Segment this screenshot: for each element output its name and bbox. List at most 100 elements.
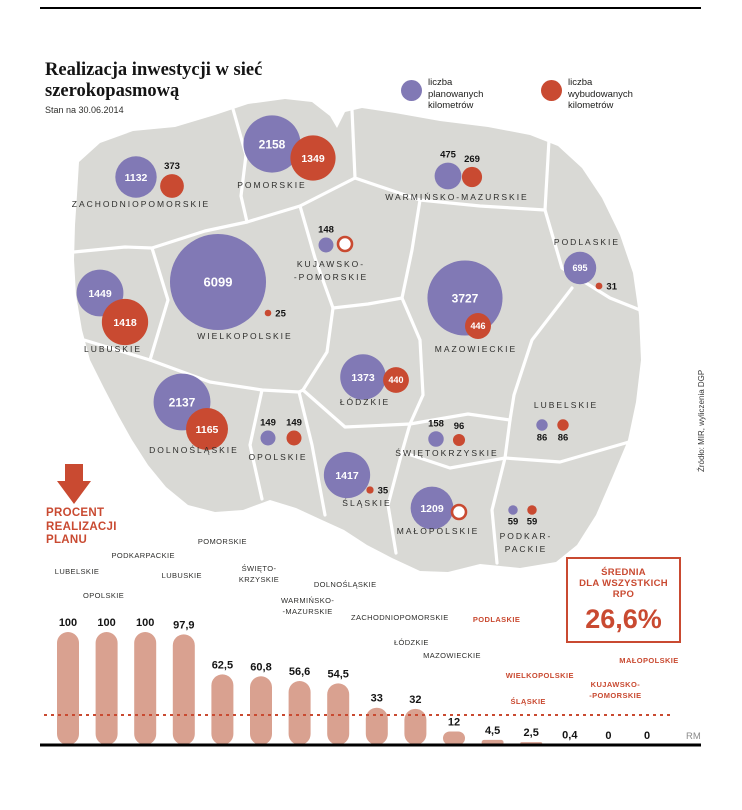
average-box-line: ŚREDNIA bbox=[601, 567, 646, 578]
region-lubelskie: 86 86 LUBELSKIE bbox=[534, 400, 598, 444]
region-border-line bbox=[503, 440, 631, 464]
region-border-line bbox=[353, 176, 547, 212]
podkarpackie-built-bubble-value: 59 bbox=[527, 517, 538, 528]
dolnoslaskie-built-bubble bbox=[186, 408, 228, 450]
slaskie-built-bubble-value: 35 bbox=[378, 486, 389, 497]
average-box-line: RPO bbox=[612, 589, 635, 600]
lodzkie-planned-bubble bbox=[340, 354, 386, 400]
bar-category-label: ŚWIĘTO- bbox=[242, 564, 277, 573]
lodzkie-built-bubble-value: 440 bbox=[388, 375, 403, 385]
region-border-line bbox=[543, 138, 551, 212]
map-region-label: -POMORSKIE bbox=[294, 272, 368, 282]
down-arrow-icon bbox=[57, 464, 91, 504]
bar-LUBELSKIE bbox=[57, 632, 79, 745]
region-dolnoslaskie: 2137 1165 DOLNOŚLĄSKIE bbox=[149, 373, 237, 455]
opolskie-planned-bubble-value: 149 bbox=[260, 417, 276, 428]
pomorskie-planned-bubble bbox=[243, 115, 301, 173]
bar-category-label: LUBUSKIE bbox=[162, 571, 202, 580]
map-region-label: POMORSKIE bbox=[237, 180, 306, 190]
bar-category-label: KUJAWSKO- bbox=[591, 680, 641, 689]
bar-ZACHODNIOPOMORSKIE bbox=[365, 707, 388, 745]
slaskie-planned-bubble bbox=[323, 451, 371, 499]
region-border-line bbox=[298, 204, 335, 310]
region-border-line bbox=[148, 358, 301, 394]
map-region-label: OPOLSKIE bbox=[249, 452, 308, 462]
region-border-line bbox=[408, 412, 512, 426]
page-subtitle: Stan na 30.06.2014 bbox=[45, 105, 124, 115]
mazowieckie-built-bubble-value: 446 bbox=[470, 321, 485, 331]
bar-value-label: 33 bbox=[371, 693, 383, 705]
pomorskie-built-bubble bbox=[290, 135, 336, 181]
map-region-label: LUBELSKIE bbox=[534, 400, 598, 410]
planned-legend-line: liczba bbox=[428, 77, 453, 88]
region-border-line bbox=[400, 296, 425, 426]
lubelskie-built-bubble bbox=[557, 419, 569, 431]
bar-WARMIŃSKO-MAZURSKIE bbox=[288, 681, 311, 745]
bar-category-label: MAZOWIECKIE bbox=[423, 651, 481, 660]
region-border-line bbox=[82, 338, 152, 362]
bar-category-label: ZACHODNIOPOMORSKIE bbox=[351, 613, 449, 622]
wielkopolskie-built-bubble bbox=[264, 309, 272, 317]
swietokrzyskie-built-bubble bbox=[452, 433, 466, 447]
kujawsko-pomorskie-planned-bubble-value: 148 bbox=[318, 225, 334, 236]
region-malopolskie: 1209 0 MAŁOPOLSKIE bbox=[397, 486, 477, 536]
lodzkie-built-bubble bbox=[383, 367, 409, 393]
podkarpackie-planned-bubble-value: 59 bbox=[508, 517, 519, 528]
built-legend-line: wybudowanych bbox=[568, 88, 633, 100]
bar-category-label: ŁÓDZKIE bbox=[394, 638, 429, 647]
bar-value-label: 4,5 bbox=[485, 725, 500, 737]
lodzkie-planned-bubble-value: 1373 bbox=[351, 372, 375, 384]
bar-value-label: 100 bbox=[136, 617, 154, 629]
pomorskie-planned-bubble-value: 2158 bbox=[259, 137, 286, 151]
bar-category-label: WIELKOPOLSKIE bbox=[506, 671, 574, 680]
bar-value-label: 32 bbox=[409, 694, 421, 706]
region-lubuskie: 1449 1418 LUBUSKIE bbox=[76, 269, 149, 354]
region-border-line bbox=[231, 107, 249, 224]
podlaskie-planned-bubble bbox=[563, 251, 597, 285]
swietokrzyskie-planned-bubble-value: 158 bbox=[428, 418, 444, 429]
pomorskie-built-bubble-value: 1349 bbox=[301, 153, 325, 165]
zachodniopomorskie-built-bubble bbox=[160, 174, 184, 198]
bar-category-label: MAŁOPOLSKIE bbox=[619, 656, 678, 665]
bar-MAZOWIECKIE bbox=[443, 731, 465, 745]
region-opolskie: 149 149 OPOLSKIE bbox=[249, 417, 308, 462]
warminsko-mazurskie-planned-bubble-value: 475 bbox=[440, 150, 457, 161]
map-region-label: MAZOWIECKIE bbox=[435, 344, 517, 354]
map-region-label: LUBUSKIE bbox=[84, 344, 142, 354]
malopolskie-planned-bubble-value: 1209 bbox=[420, 503, 444, 515]
source-credit: Źródło: MIR, wyliczenia DGP bbox=[697, 369, 706, 472]
podkarpackie-planned-bubble bbox=[508, 505, 518, 515]
zachodniopomorskie-planned-bubble bbox=[115, 156, 157, 198]
podkarpackie-built-bubble bbox=[527, 505, 537, 515]
built-legend-dot-icon bbox=[541, 80, 562, 101]
bar-value-label: 12 bbox=[448, 716, 460, 728]
zachodniopomorskie-planned-bubble-value: 1132 bbox=[125, 172, 148, 184]
lubelskie-planned-bubble-value: 86 bbox=[537, 433, 548, 444]
map-region-label: PODKAR- bbox=[500, 531, 553, 541]
slaskie-planned-bubble-value: 1417 bbox=[335, 470, 359, 482]
bar-category-label: LUBELSKIE bbox=[55, 567, 99, 576]
region-border-line bbox=[297, 390, 327, 517]
region-lodzkie: 1373 440 ŁÓDZKIE bbox=[340, 354, 409, 407]
bar-value-label: 2,5 bbox=[524, 727, 539, 739]
page-title: Realizacja inwestycji w sieć szerokopasm… bbox=[45, 60, 262, 102]
poland-map-shape bbox=[74, 99, 641, 572]
region-pomorskie: 2158 1349 POMORSKIE bbox=[237, 115, 336, 190]
bar-value-label: 60,8 bbox=[250, 661, 271, 673]
wielkopolskie-planned-bubble-value: 6099 bbox=[204, 275, 233, 290]
percent-title-line: PROCENT bbox=[46, 507, 105, 519]
map-region-label: WIELKOPOLSKIE bbox=[197, 331, 292, 341]
bar-value-label: 0 bbox=[605, 730, 611, 742]
mazowieckie-planned-bubble-value: 3727 bbox=[452, 291, 479, 305]
bar-ŚWIĘTOKRZYSKIE bbox=[250, 676, 272, 745]
bar-value-label: 100 bbox=[97, 617, 115, 629]
bar-category-label: DOLNOŚLĄSKIE bbox=[314, 580, 377, 589]
opolskie-built-bubble bbox=[286, 430, 302, 446]
percent-title-line: REALIZACJI bbox=[46, 520, 117, 533]
wielkopolskie-built-bubble-value: 25 bbox=[275, 309, 286, 320]
region-border-line bbox=[400, 198, 422, 300]
bar-category-label: POMORSKIE bbox=[198, 537, 247, 546]
dolnoslaskie-planned-bubble-value: 2137 bbox=[169, 395, 196, 409]
map-region-label: ŚLĄSKIE bbox=[342, 497, 391, 508]
